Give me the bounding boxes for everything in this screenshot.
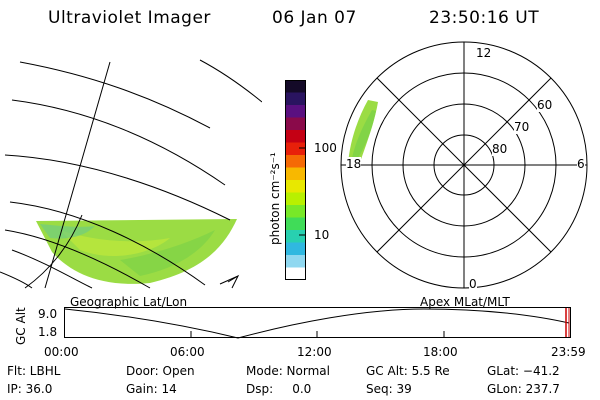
gc-alt-axis-label: GC Alt [14, 307, 28, 345]
time-label: 23:50:16 UT [429, 8, 540, 28]
info-glon: GLon: 237.7 [487, 382, 560, 396]
altitude-plot [64, 307, 571, 339]
colorbar-band [285, 92, 306, 106]
info-filter: Flt: LBHL [7, 364, 61, 378]
mlat-label-60: 60 [537, 98, 553, 112]
mlt-label-18: 18 [346, 157, 362, 171]
info-gain: Gain: 14 [126, 382, 177, 396]
polar-plot [340, 41, 588, 289]
date-label: 06 Jan 07 [272, 8, 357, 28]
altitude-curve [64, 308, 570, 339]
colorbar-unit-label: photon cm⁻²s⁻¹ [268, 152, 282, 245]
time-tick-1200: 12:00 [297, 345, 332, 359]
colorbar-band [285, 80, 306, 93]
colorbar [285, 80, 306, 280]
colorbar-band [285, 117, 306, 131]
colorbar-band [285, 242, 306, 256]
alt-tick-1-8: 1.8 [38, 325, 58, 339]
colorbar-tick-100: 100 [314, 141, 337, 155]
mlat-label-70: 70 [514, 120, 530, 134]
polar-caption: Apex MLat/MLT [420, 295, 510, 309]
info-mode: Mode: Normal [246, 364, 330, 378]
colorbar-band [285, 105, 306, 118]
colorbar-band [285, 267, 306, 280]
colorbar-band [285, 142, 306, 156]
colorbar-band [285, 217, 306, 231]
time-tick-1800: 18:00 [423, 345, 458, 359]
mlat-label-80: 80 [492, 142, 508, 156]
info-dsp: Dsp: 0.0 [246, 382, 312, 396]
info-ip: IP: 36.0 [7, 382, 53, 396]
colorbar-band [285, 180, 306, 193]
info-door: Door: Open [126, 364, 195, 378]
time-tick-0000: 00:00 [44, 345, 79, 359]
info-glat: GLat: −41.2 [487, 364, 560, 378]
time-tick-0600: 06:00 [170, 345, 205, 359]
time-tick-2359: 23:59 [551, 345, 586, 359]
colorbar-band [285, 192, 306, 206]
mlt-label-0: 0 [469, 277, 477, 291]
colorbar-band [285, 167, 306, 181]
colorbar-band [285, 205, 306, 218]
colorbar-band [285, 155, 306, 168]
info-gc-alt: GC Alt: 5.5 Re [366, 364, 450, 378]
colorbar-band [285, 130, 306, 143]
colorbar-band [285, 230, 306, 243]
geographic-image-panel [0, 59, 262, 289]
mlt-label-6: 6 [577, 157, 585, 171]
colorbar-band [285, 255, 306, 268]
info-seq: Seq: 39 [366, 382, 412, 396]
instrument-title: Ultraviolet Imager [48, 8, 211, 28]
colorbar-tick-10: 10 [314, 228, 330, 242]
mlt-label-12: 12 [476, 46, 492, 60]
alt-tick-9: 9.0 [38, 307, 58, 321]
geographic-caption: Geographic Lat/Lon [70, 295, 188, 309]
